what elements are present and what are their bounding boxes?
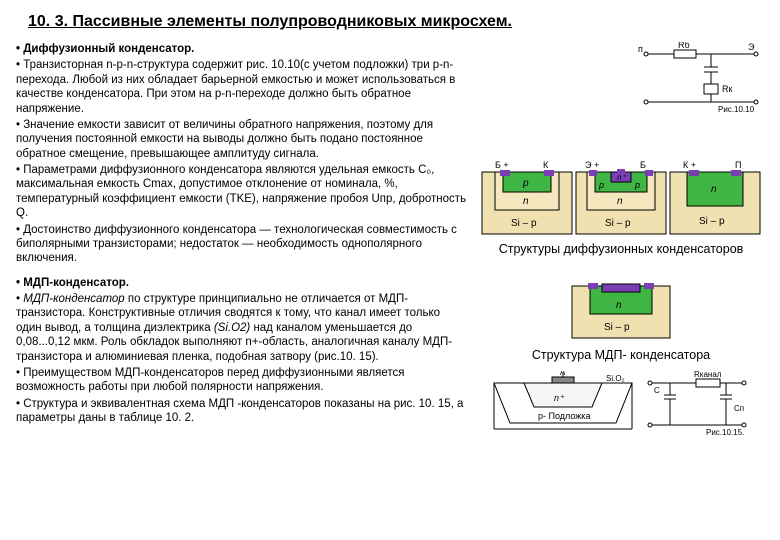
circuit-top-icon: Rб Rк п Э Рис.10.10: [636, 42, 766, 114]
svg-text:Si – p: Si – p: [511, 218, 537, 229]
para-3: • Значение емкости зависит от величины о…: [16, 118, 468, 161]
svg-text:p: p: [598, 180, 604, 190]
heading-mdp: • МДП-конденсатор.: [16, 276, 468, 290]
svg-text:п: п: [638, 44, 643, 54]
svg-text:К +: К +: [683, 160, 696, 170]
svg-text:n: n: [616, 300, 622, 311]
diffusion-diagrams: Б + К p n Si – p Э + Б n⁺ p p n Si: [476, 158, 766, 236]
left-column: • Диффузионный конденсатор. • Транзистор…: [16, 42, 476, 437]
svg-text:C: C: [654, 386, 660, 395]
svg-text:A: A: [560, 371, 566, 377]
svg-text:Б: Б: [640, 160, 646, 170]
para-5: • Достоинство диффузионного конденсатора…: [16, 223, 468, 266]
struct-2-icon: Э + Б n⁺ p p n Si – p: [575, 158, 667, 236]
svg-text:Б +: Б +: [495, 160, 509, 170]
svg-text:n: n: [617, 196, 623, 207]
caption-mdp: Структура МДП- конденсатора: [476, 348, 766, 364]
svg-text:Rканал: Rканал: [694, 371, 722, 379]
mdp-circuit-icon: C Rканал Cп Рис.10.15.: [644, 371, 754, 437]
svg-text:Si – p: Si – p: [699, 216, 725, 227]
para-8: • Преимуществом МДП-конденсаторов перед …: [16, 366, 468, 395]
svg-text:Э +: Э +: [585, 160, 599, 170]
struct-1-icon: Б + К p n Si – p: [481, 158, 573, 236]
svg-text:n⁺: n⁺: [554, 393, 565, 403]
svg-text:Si – p: Si – p: [604, 322, 630, 333]
struct-3-icon: К + П n Si – p: [669, 158, 761, 236]
svg-text:p: p: [634, 180, 640, 190]
page-title: 10. 3. Пассивные элементы полупроводнико…: [0, 0, 780, 42]
para-7: • МДП-конденсатор по структуре принципиа…: [16, 292, 468, 364]
caption-diffusion: Структуры диффузионных конденсаторов: [476, 242, 766, 258]
svg-text:n⁺: n⁺: [617, 173, 626, 182]
svg-text:Э: Э: [748, 42, 755, 52]
p7c: (Si.O2): [214, 322, 254, 334]
para-9: • Структура и эквивалентная схема МДП -к…: [16, 397, 468, 426]
svg-text:Si.O₂: Si.O₂: [606, 374, 625, 383]
svg-text:p- Подложка: p- Подложка: [538, 411, 590, 421]
heading-diffusion: • Диффузионный конденсатор.: [16, 42, 468, 56]
p7i: МДП-конденсатор: [23, 293, 128, 305]
svg-text:p: p: [522, 178, 529, 189]
content-area: • Диффузионный конденсатор. • Транзистор…: [0, 42, 780, 437]
svg-text:П: П: [735, 160, 741, 170]
svg-text:n: n: [711, 184, 717, 195]
svg-text:n: n: [523, 196, 529, 207]
right-column: Rб Rк п Э Рис.10.10 Б + К: [476, 42, 766, 437]
svg-text:Cп: Cп: [734, 404, 744, 413]
para-2: • Транзисторная n-p-n-структура содержит…: [16, 58, 468, 116]
svg-text:К: К: [543, 160, 549, 170]
fig-label-1: Рис.10.10: [718, 105, 755, 114]
svg-text:Rк: Rк: [722, 84, 732, 94]
svg-text:Si – p: Si – p: [605, 218, 631, 229]
mdp-cross-icon: A Si.O₂ n⁺ p- Подложка: [488, 371, 638, 437]
svg-text:Rб: Rб: [678, 42, 690, 50]
para-4: • Параметрами диффузионного конденсатора…: [16, 163, 468, 221]
fig-label-2: Рис.10.15.: [706, 428, 744, 437]
mdp-struct-icon: n Si – p: [566, 272, 676, 342]
